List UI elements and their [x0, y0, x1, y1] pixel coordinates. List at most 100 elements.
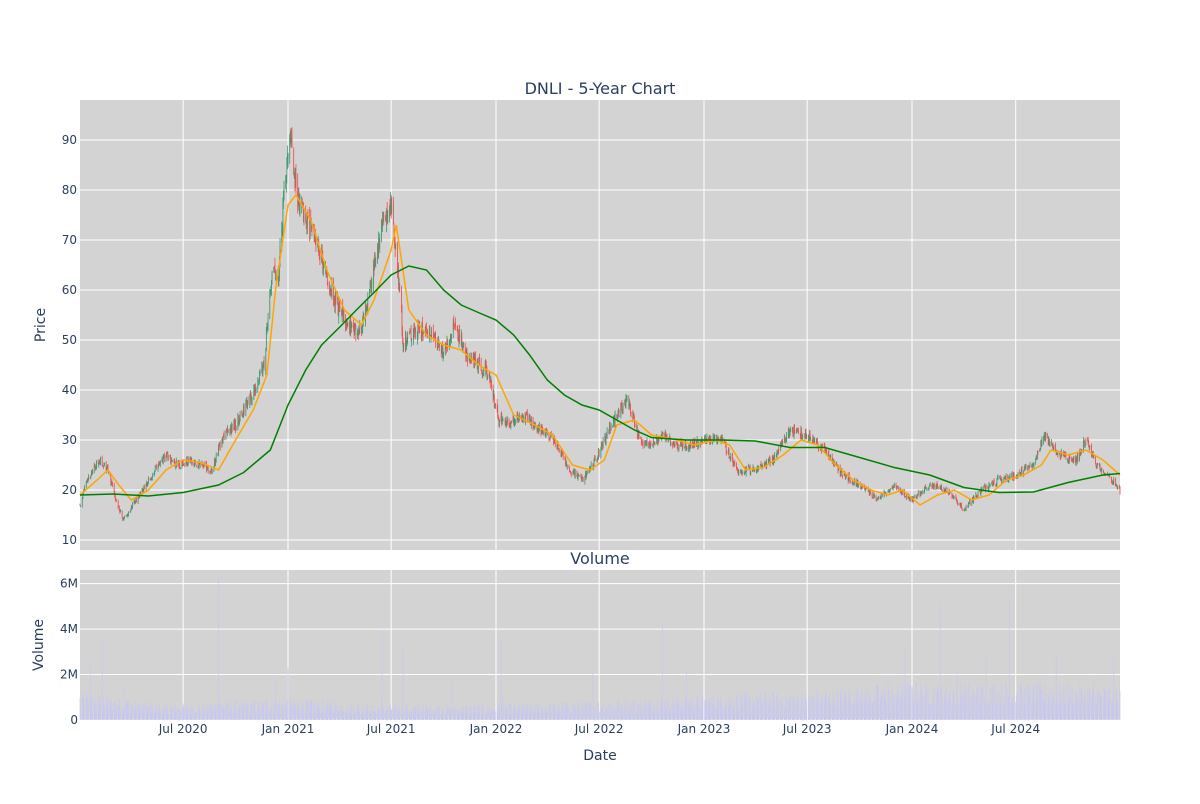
- candle-down: [641, 441, 643, 443]
- candle-down: [1092, 451, 1093, 453]
- volume-bar: [239, 703, 241, 720]
- candle-up: [137, 494, 139, 502]
- candle-up: [130, 509, 132, 513]
- candle-up: [142, 489, 144, 492]
- candle-down: [1057, 453, 1059, 455]
- candle-up: [444, 343, 446, 354]
- volume-bar: [705, 700, 707, 720]
- volume-bar: [1017, 703, 1018, 720]
- volume-bar: [1019, 705, 1021, 720]
- volume-bar: [285, 701, 287, 720]
- candle-up: [95, 467, 97, 469]
- candle-down: [503, 420, 504, 422]
- candle-up: [342, 309, 344, 316]
- candle-up: [350, 325, 352, 333]
- volume-bar: [1004, 705, 1006, 720]
- volume-bar: [788, 697, 790, 720]
- volume-bar: [949, 689, 951, 720]
- candle-down: [815, 438, 817, 442]
- volume-bar: [322, 700, 324, 720]
- volume-bar: [430, 704, 431, 720]
- candle-down: [426, 327, 427, 334]
- candle-down: [568, 465, 570, 468]
- volume-bar: [148, 705, 149, 720]
- candle-down: [871, 493, 873, 497]
- candle-up: [169, 456, 171, 458]
- volume-bar: [355, 711, 357, 720]
- candle-up: [462, 346, 464, 351]
- volume-bar: [298, 708, 300, 720]
- volume-bar: [436, 708, 438, 720]
- volume-bar: [940, 604, 941, 720]
- volume-bar: [645, 703, 647, 720]
- volume-bar: [1065, 705, 1067, 720]
- volume-bar: [450, 710, 451, 720]
- candle-up: [924, 486, 926, 488]
- candle-down: [614, 416, 615, 425]
- candle-down: [621, 404, 622, 406]
- volume-bar: [650, 704, 651, 720]
- volume-bar: [692, 707, 694, 720]
- candle-down: [526, 411, 528, 413]
- volume-bar: [306, 701, 308, 720]
- volume-bar: [594, 712, 595, 720]
- volume-bar: [104, 707, 105, 720]
- candle-down: [1055, 451, 1057, 454]
- volume-bar: [748, 697, 749, 720]
- volume-bar: [852, 706, 854, 720]
- candle-down: [258, 379, 260, 381]
- candle-down: [828, 451, 830, 460]
- volume-bar: [807, 703, 809, 720]
- volume-bar: [525, 709, 527, 720]
- candle-down: [223, 434, 225, 439]
- candle-down: [398, 269, 399, 284]
- volume-bar: [1039, 683, 1041, 720]
- volume-bar: [957, 700, 959, 720]
- candle-up: [531, 416, 532, 426]
- volume-bar: [988, 705, 990, 720]
- candle-down: [115, 499, 117, 501]
- volume-bar: [195, 712, 197, 720]
- candle-up: [756, 471, 757, 473]
- volume-bar: [689, 700, 691, 720]
- candle-up: [686, 448, 688, 450]
- volume-bar: [327, 700, 329, 720]
- candle-down: [1047, 437, 1049, 444]
- candle-up: [366, 306, 367, 309]
- candle-down: [1031, 465, 1032, 468]
- volume-bar: [385, 711, 387, 720]
- candle-down: [399, 284, 401, 286]
- volume-bar: [1053, 697, 1055, 720]
- volume-bar: [1061, 695, 1063, 720]
- volume-bar: [664, 700, 666, 720]
- candle-up: [1093, 455, 1095, 458]
- volume-bar: [554, 704, 556, 720]
- volume-bar: [676, 705, 678, 720]
- volume-bar: [542, 708, 544, 720]
- volume-bar: [549, 705, 551, 720]
- candle-up: [362, 322, 363, 332]
- volume-bar: [822, 697, 823, 720]
- volume-bar: [445, 712, 447, 720]
- volume-bar: [242, 704, 243, 720]
- candle-down: [1063, 453, 1064, 457]
- volume-bar: [374, 711, 375, 720]
- candle-up: [451, 334, 452, 340]
- candle-up: [784, 436, 785, 443]
- candle-up: [816, 441, 818, 443]
- volume-bar: [552, 706, 554, 720]
- volume-bar: [901, 697, 903, 720]
- volume-bar: [1077, 702, 1079, 720]
- volume-bar: [956, 686, 957, 720]
- volume-bar: [151, 712, 153, 720]
- candle-up: [161, 458, 163, 461]
- volume-bar: [569, 710, 570, 720]
- volume-bar: [813, 700, 815, 720]
- candle-down: [390, 198, 392, 212]
- volume-bar: [991, 685, 993, 720]
- candle-down: [965, 509, 966, 511]
- volume-bar: [1044, 703, 1046, 720]
- volume-bar: [648, 702, 650, 720]
- candle-down: [741, 472, 743, 474]
- volume-bar: [287, 700, 288, 720]
